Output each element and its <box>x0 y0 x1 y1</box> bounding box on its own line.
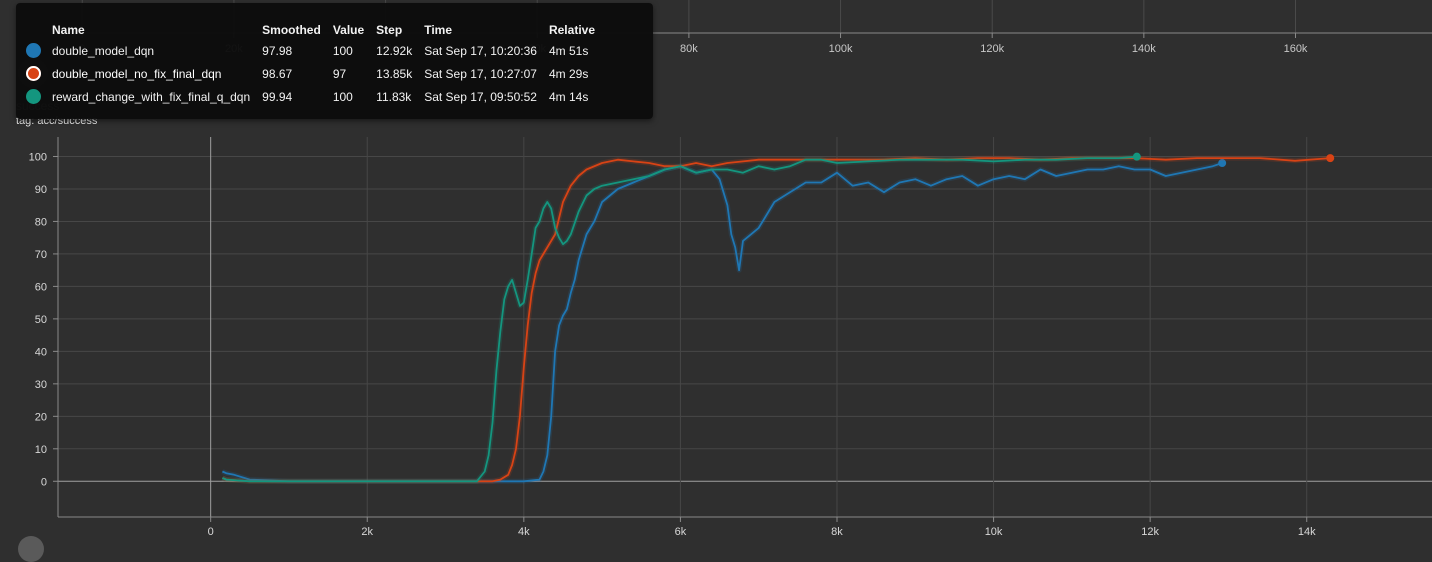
relative-value: 4m 51s <box>548 43 589 58</box>
series-end-point <box>1132 152 1141 161</box>
header-time: Time <box>424 23 452 37</box>
smoothed-value: 98.67 <box>262 66 293 81</box>
y-tick-label: 40 <box>35 346 47 358</box>
bg-x-tick-label: 100k <box>829 43 853 55</box>
header-smoothed: Smoothed <box>262 23 321 37</box>
run-name: double_model_no_fix_final_dqn <box>52 66 222 81</box>
tooltip-row: double_model_dqn 97.98 100 12.92k Sat Se… <box>26 39 601 62</box>
series-end-point <box>1218 159 1227 168</box>
run-name: double_model_dqn <box>52 43 155 58</box>
time-value: Sat Sep 17, 10:27:07 <box>424 66 537 81</box>
y-tick-label: 60 <box>35 281 47 293</box>
series-color-dot <box>26 89 41 105</box>
success-line-chart: 0 10 20 30 40 50 60 70 80 90 100 0 2k 4k 6k 8k 10k 12k 14k <box>29 137 1432 538</box>
series-end-point <box>1326 154 1335 163</box>
tooltip-row: double_model_no_fix_final_dqn 98.67 97 1… <box>26 62 601 85</box>
bg-x-tick-label: 80k <box>680 43 698 55</box>
time-value: Sat Sep 17, 09:50:52 <box>424 89 537 104</box>
y-tick-label: 70 <box>35 249 47 261</box>
bg-x-tick-label: 140k <box>1132 43 1156 55</box>
series-line <box>222 162 1223 483</box>
raw-value: 100 <box>332 89 353 104</box>
smoothed-value: 99.94 <box>262 89 293 104</box>
y-tick-label: 80 <box>35 216 47 228</box>
x-tick-label: 4k <box>518 526 530 538</box>
x-tick-label: 14k <box>1298 526 1316 538</box>
y-tick-label: 30 <box>35 379 47 391</box>
x-tick-label: 10k <box>985 526 1003 538</box>
y-tick-label: 10 <box>35 444 47 456</box>
x-tick-label: 12k <box>1141 526 1159 538</box>
raw-value: 100 <box>332 43 353 58</box>
series-raw-shadow <box>221 155 1331 484</box>
x-tick-label: 2k <box>361 526 373 538</box>
series-line <box>222 157 1331 483</box>
header-step: Step <box>376 23 403 37</box>
raw-value: 97 <box>332 66 347 81</box>
bg-x-tick-label: 120k <box>980 43 1004 55</box>
series-raw-shadow <box>221 160 1224 484</box>
x-tick-label: 6k <box>675 526 687 538</box>
header-dot-spacer <box>26 21 46 39</box>
tooltip-header-row: Name Smoothed Value Step Time Relative <box>26 21 601 39</box>
step-value: 11.83k <box>376 89 412 104</box>
run-name: reward_change_with_fix_final_q_dqn <box>52 89 251 104</box>
bg-x-tick-label: 160k <box>1284 43 1308 55</box>
relative-value: 4m 14s <box>548 89 589 104</box>
x-tick-label: 8k <box>831 526 843 538</box>
y-tick-label: 50 <box>35 314 47 326</box>
relative-value: 4m 29s <box>548 66 589 81</box>
tooltip-row: reward_change_with_fix_final_q_dqn 99.94… <box>26 85 601 108</box>
y-tick-label: 90 <box>35 184 47 196</box>
smoothed-value: 97.98 <box>262 43 293 58</box>
step-value: 12.92k <box>376 43 413 58</box>
series-color-dot <box>26 43 41 59</box>
fit-domain-button[interactable] <box>18 536 44 562</box>
series-color-dot <box>26 66 41 82</box>
header-relative: Relative <box>548 23 595 37</box>
tooltip-table: Name Smoothed Value Step Time Relative d… <box>26 21 601 108</box>
time-value: Sat Sep 17, 10:20:36 <box>424 43 537 58</box>
series-line <box>222 155 1137 483</box>
x-tick-label: 0 <box>208 526 214 538</box>
y-tick-label: 20 <box>35 411 47 423</box>
step-value: 13.85k <box>376 66 413 81</box>
y-tick-label: 100 <box>29 151 47 163</box>
header-name: Name <box>52 23 85 37</box>
header-value: Value <box>332 23 365 37</box>
hover-tooltip: Name Smoothed Value Step Time Relative d… <box>16 3 653 119</box>
y-tick-label: 0 <box>41 476 47 488</box>
